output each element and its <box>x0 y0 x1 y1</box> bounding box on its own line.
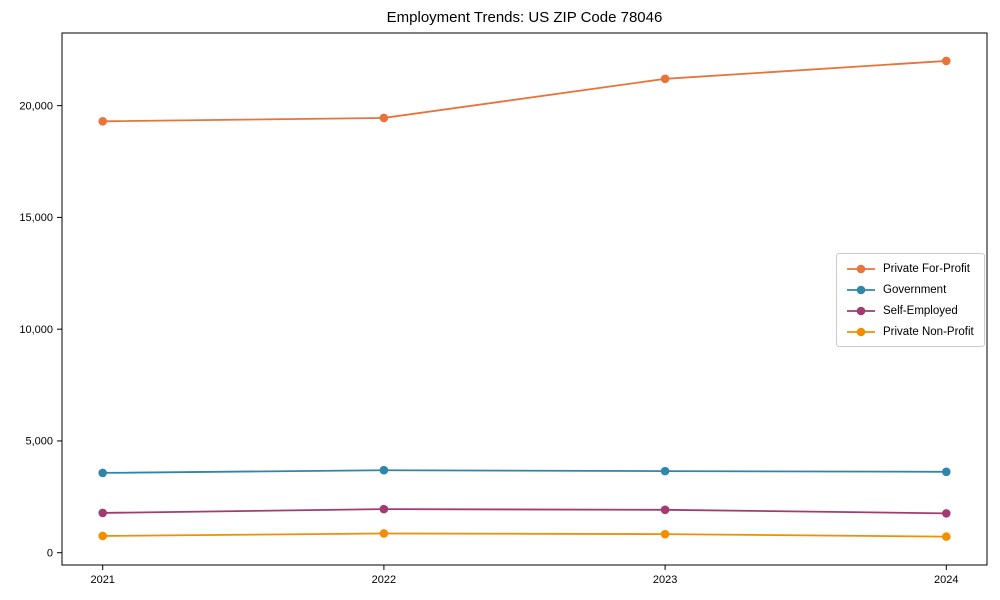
legend: Private For-Profit Government Self-Employe… <box>836 253 985 347</box>
data-point-marker <box>379 113 389 123</box>
data-point-marker <box>942 467 951 477</box>
data-point-marker <box>660 529 670 539</box>
legend-marker-icon <box>847 285 875 294</box>
legend-item: Private For-Profit <box>846 261 976 276</box>
y-tick-label: 15,000 <box>19 212 53 224</box>
x-tick-label: 2023 <box>653 574 677 586</box>
legend-marker-icon <box>847 327 875 336</box>
plot-border <box>61 32 988 566</box>
legend-item: Self-Employed <box>846 303 976 318</box>
data-point-marker <box>660 505 670 515</box>
data-point-marker <box>379 465 389 475</box>
legend-item: Private Non-Profit <box>846 324 976 339</box>
series-line-self-employed <box>101 508 948 515</box>
legend-label: Government <box>883 283 947 296</box>
data-point-marker <box>660 466 670 476</box>
data-point-marker <box>942 56 951 66</box>
legend-label: Private For-Profit <box>883 262 970 275</box>
data-point-marker <box>98 468 107 478</box>
chart-title: Employment Trends: US ZIP Code 78046 <box>386 9 663 26</box>
x-tick-label: 2022 <box>372 574 396 586</box>
y-tick-label: 20,000 <box>19 100 53 112</box>
data-point-marker <box>379 529 389 538</box>
data-point-marker <box>660 74 670 84</box>
y-tick-label: 0 <box>47 547 53 559</box>
legend-label: Private Non-Profit <box>883 325 974 338</box>
data-point-marker <box>98 116 107 126</box>
series-line-government <box>101 469 948 474</box>
legend-item: Government <box>846 282 976 297</box>
data-point-marker <box>942 509 951 518</box>
x-tick-label: 2024 <box>934 574 958 586</box>
legend-label: Self-Employed <box>883 304 958 317</box>
y-tick-label: 10,000 <box>19 324 53 336</box>
data-point-marker <box>942 532 951 541</box>
legend-marker-icon <box>847 306 875 315</box>
data-point-marker <box>98 531 107 541</box>
data-point-marker <box>98 508 107 518</box>
series-line-private-non-profit <box>101 532 948 538</box>
x-tick-label: 2021 <box>90 574 114 586</box>
legend-marker-icon <box>847 264 875 273</box>
series-line-private-for-profit <box>101 60 948 123</box>
y-tick-label: 5,000 <box>25 436 53 448</box>
data-point-marker <box>379 504 389 514</box>
